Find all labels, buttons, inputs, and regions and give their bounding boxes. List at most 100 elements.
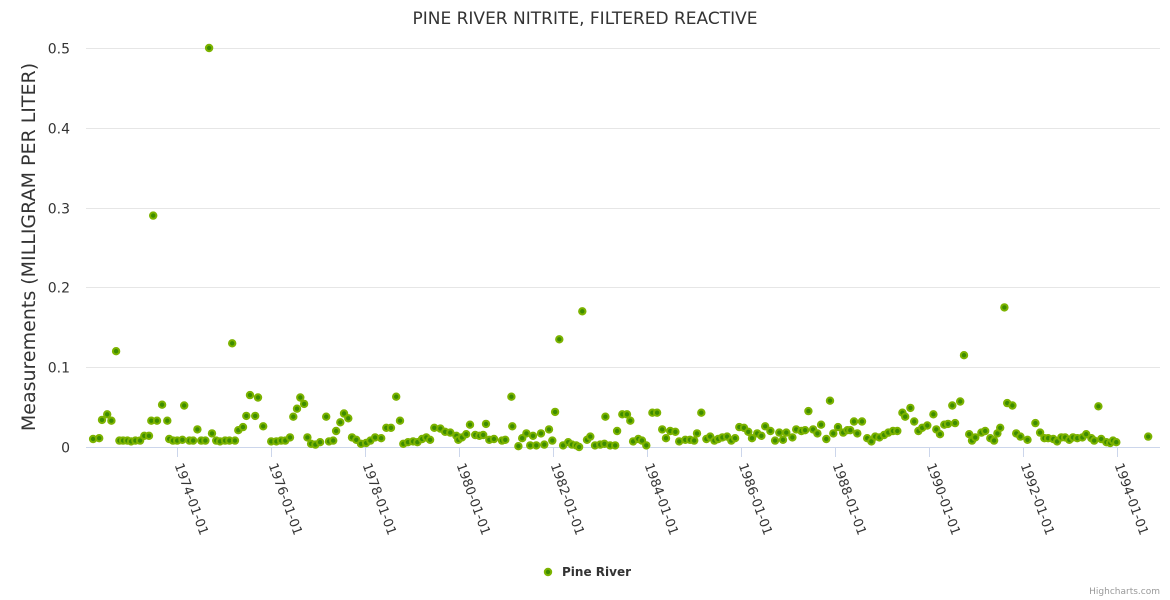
data-point[interactable] xyxy=(829,429,838,438)
data-point[interactable] xyxy=(971,433,980,442)
data-point[interactable] xyxy=(601,412,610,421)
data-point[interactable] xyxy=(377,434,386,443)
data-point[interactable] xyxy=(331,426,341,436)
data-point[interactable] xyxy=(548,436,557,445)
data-point[interactable] xyxy=(245,390,255,400)
data-point[interactable] xyxy=(578,307,587,316)
data-point[interactable] xyxy=(804,406,813,416)
data-point[interactable] xyxy=(296,393,305,402)
data-point[interactable] xyxy=(747,434,757,443)
data-point[interactable] xyxy=(929,410,938,419)
data-point[interactable] xyxy=(1094,402,1103,411)
data-point[interactable] xyxy=(507,392,516,401)
data-point[interactable] xyxy=(204,43,214,53)
data-point[interactable] xyxy=(465,420,475,429)
data-point[interactable] xyxy=(97,415,107,425)
data-point[interactable] xyxy=(611,441,620,450)
data-point[interactable] xyxy=(329,436,338,445)
data-point[interactable] xyxy=(1035,428,1045,437)
data-point[interactable] xyxy=(642,441,651,450)
data-point[interactable] xyxy=(251,411,260,421)
data-point[interactable] xyxy=(228,339,237,348)
data-point[interactable] xyxy=(540,440,549,449)
data-point[interactable] xyxy=(253,393,263,402)
data-point[interactable] xyxy=(652,408,662,417)
data-point[interactable] xyxy=(943,419,953,429)
data-point[interactable] xyxy=(910,417,919,426)
data-point[interactable] xyxy=(948,401,957,410)
data-point[interactable] xyxy=(1000,303,1009,312)
data-point[interactable] xyxy=(923,421,932,430)
data-point[interactable] xyxy=(544,425,554,434)
data-point[interactable] xyxy=(849,417,859,426)
data-point[interactable] xyxy=(788,433,797,442)
data-point[interactable] xyxy=(956,397,965,406)
data-point[interactable] xyxy=(285,433,295,442)
data-point[interactable] xyxy=(671,427,680,436)
data-point[interactable] xyxy=(392,392,401,401)
data-point[interactable] xyxy=(157,400,167,409)
data-point[interactable] xyxy=(149,211,158,220)
data-point[interactable] xyxy=(658,425,667,434)
data-point[interactable] xyxy=(965,430,974,439)
data-point[interactable] xyxy=(857,417,867,426)
data-point[interactable] xyxy=(259,422,268,431)
data-point[interactable] xyxy=(853,429,862,438)
data-point[interactable] xyxy=(757,431,766,440)
data-point[interactable] xyxy=(386,423,396,432)
data-point[interactable] xyxy=(555,335,564,344)
data-point[interactable] xyxy=(152,416,162,425)
data-point[interactable] xyxy=(1144,432,1153,441)
data-point[interactable] xyxy=(481,419,491,429)
data-point[interactable] xyxy=(550,407,560,417)
data-point[interactable] xyxy=(103,410,112,419)
data-point[interactable] xyxy=(446,428,455,437)
data-point[interactable] xyxy=(425,435,435,444)
data-point[interactable] xyxy=(800,426,810,435)
data-point[interactable] xyxy=(846,426,855,435)
data-point[interactable] xyxy=(766,426,775,436)
data-point[interactable] xyxy=(1023,435,1032,444)
data-point[interactable] xyxy=(833,422,843,432)
data-point[interactable] xyxy=(692,429,702,438)
data-point[interactable] xyxy=(514,442,523,451)
data-point[interactable] xyxy=(344,414,353,423)
data-point[interactable] xyxy=(479,430,488,440)
data-point[interactable] xyxy=(230,436,240,445)
data-point[interactable] xyxy=(489,434,499,444)
data-point[interactable] xyxy=(622,410,632,419)
data-point[interactable] xyxy=(144,431,154,440)
data-point[interactable] xyxy=(612,426,622,436)
data-point[interactable] xyxy=(761,422,770,431)
data-point[interactable] xyxy=(532,441,541,450)
credits-link[interactable]: Highcharts.com xyxy=(1089,587,1160,597)
data-point[interactable] xyxy=(201,436,210,445)
data-point[interactable] xyxy=(770,436,780,445)
data-point[interactable] xyxy=(661,434,671,443)
data-point[interactable] xyxy=(522,429,531,438)
data-point[interactable] xyxy=(536,429,546,438)
data-point[interactable] xyxy=(303,433,312,442)
data-point[interactable] xyxy=(782,428,791,437)
data-point[interactable] xyxy=(299,399,309,409)
data-point[interactable] xyxy=(586,432,595,441)
data-point[interactable] xyxy=(816,420,826,429)
data-point[interactable] xyxy=(107,416,116,425)
data-point[interactable] xyxy=(626,416,635,425)
data-point[interactable] xyxy=(996,423,1005,432)
data-point[interactable] xyxy=(778,435,788,444)
data-point[interactable] xyxy=(238,422,248,432)
data-point[interactable] xyxy=(730,434,740,443)
data-point[interactable] xyxy=(950,418,960,428)
data-point[interactable] xyxy=(289,412,298,421)
data-point[interactable] xyxy=(189,436,198,445)
data-point[interactable] xyxy=(315,438,325,447)
data-point[interactable] xyxy=(95,434,104,443)
legend-item-pine-river[interactable]: Pine River xyxy=(543,565,631,579)
data-point[interactable] xyxy=(322,412,331,421)
data-point[interactable] xyxy=(813,429,822,438)
data-point[interactable] xyxy=(163,416,172,425)
data-point[interactable] xyxy=(935,430,945,439)
data-point[interactable] xyxy=(981,426,990,436)
data-point[interactable] xyxy=(1090,436,1099,445)
